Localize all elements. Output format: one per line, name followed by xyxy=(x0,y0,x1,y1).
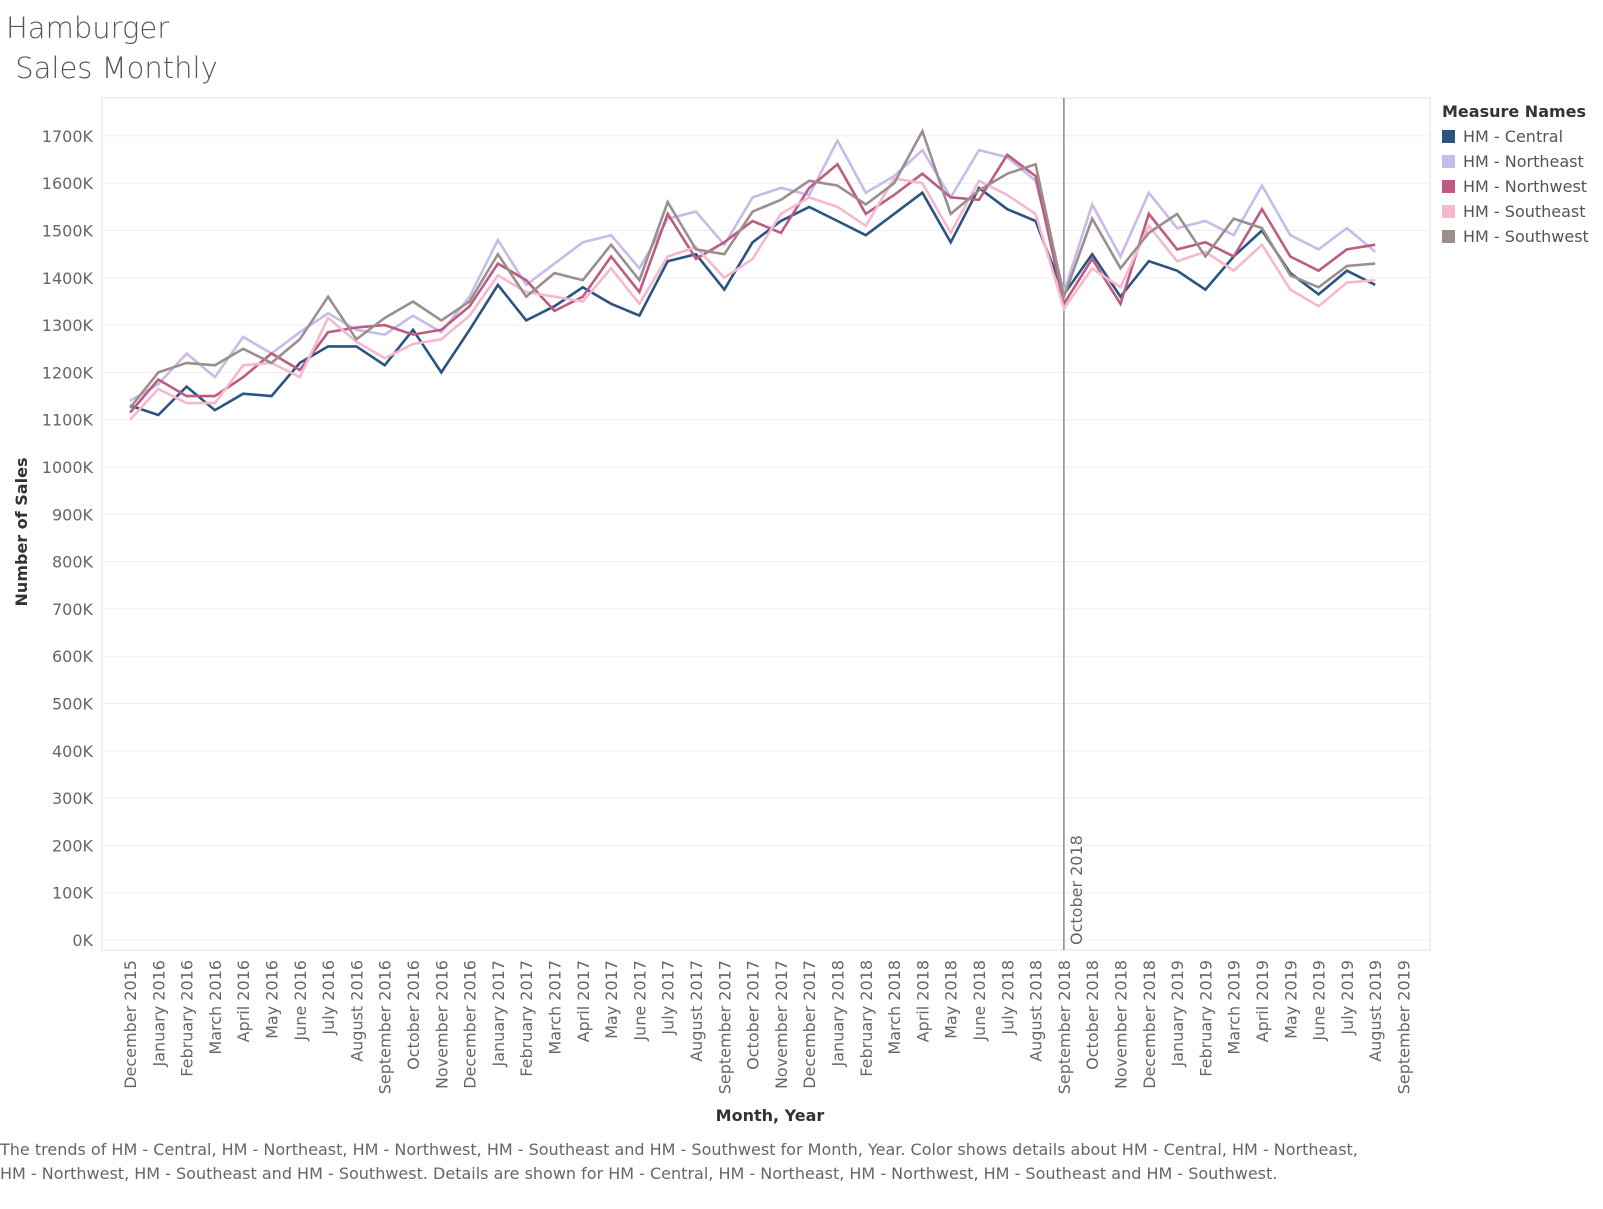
x-tick-label: September 2019 xyxy=(1395,960,1414,1094)
x-tick-label: July 2019 xyxy=(1338,960,1357,1036)
legend-label: HM - Northeast xyxy=(1463,152,1584,171)
y-tick-label: 900K xyxy=(52,505,94,524)
legend-item: HM - Central xyxy=(1442,124,1589,149)
x-tick-label: August 2016 xyxy=(347,960,366,1062)
x-tick-label: December 2017 xyxy=(800,960,819,1089)
x-tick-label: August 2018 xyxy=(1027,960,1046,1062)
series-line-hm-northwest xyxy=(129,152,1376,414)
y-tick-label: 700K xyxy=(52,600,94,619)
legend-swatch xyxy=(1442,130,1455,143)
legend-item: HM - Southeast xyxy=(1442,199,1589,224)
y-tick-label: 400K xyxy=(52,742,94,761)
series-lines xyxy=(128,127,1377,421)
x-tick-label: April 2017 xyxy=(574,960,593,1042)
x-tick-label: December 2018 xyxy=(1140,960,1159,1089)
x-tick-label: January 2019 xyxy=(1168,960,1187,1067)
series-line-hm-southwest xyxy=(128,127,1376,409)
x-tick-label: December 2016 xyxy=(461,960,480,1089)
x-axis-ticks: December 2015 January 2016 February 2016 Ma… xyxy=(121,960,1414,1094)
x-tick-label: March 2017 xyxy=(546,960,565,1055)
x-tick-label: September 2016 xyxy=(376,960,395,1094)
x-tick-label: September 2018 xyxy=(1055,960,1074,1094)
y-axis-ticks: 0K 100K 200K 300K 400K 500K 600K 700K 800K 900K 10… xyxy=(42,127,94,950)
x-tick-label: March 2019 xyxy=(1225,960,1244,1055)
y-tick-label: 200K xyxy=(52,836,94,855)
x-tick-label: July 2018 xyxy=(998,960,1017,1036)
x-tick-label: June 2017 xyxy=(630,960,649,1042)
gridlines xyxy=(101,97,1431,951)
x-tick-label: June 2018 xyxy=(970,960,989,1042)
x-tick-label: May 2017 xyxy=(602,960,621,1039)
x-tick-label: April 2019 xyxy=(1253,960,1272,1042)
legend: Measure Names HM - Central HM - Northeast… xyxy=(1442,102,1589,249)
y-tick-label: 1100K xyxy=(42,411,94,430)
x-tick-label: October 2018 xyxy=(1083,960,1102,1070)
reference-line-label: October 2018 xyxy=(1067,835,1086,945)
legend-swatch xyxy=(1442,180,1455,193)
y-tick-label: 800K xyxy=(52,553,94,572)
x-tick-label: February 2017 xyxy=(517,960,536,1077)
x-tick-label: April 2018 xyxy=(913,960,932,1042)
y-tick-label: 1000K xyxy=(42,458,94,477)
y-tick-label: 1500K xyxy=(42,222,94,241)
x-tick-label: February 2016 xyxy=(178,960,197,1077)
x-tick-label: February 2019 xyxy=(1196,960,1215,1077)
y-tick-label: 100K xyxy=(52,884,94,903)
legend-label: HM - Northwest xyxy=(1463,177,1588,196)
x-tick-label: June 2019 xyxy=(1310,960,1329,1042)
series-line-hm-central xyxy=(129,185,1376,417)
y-tick-label: 1200K xyxy=(42,363,94,382)
y-tick-label: 1700K xyxy=(42,127,94,146)
x-tick-label: November 2016 xyxy=(432,960,451,1089)
legend-label: HM - Southeast xyxy=(1463,202,1586,221)
series-line-hm-southeast xyxy=(129,177,1376,421)
legend-swatch xyxy=(1442,155,1455,168)
x-tick-label: May 2019 xyxy=(1281,960,1300,1039)
x-tick-label: March 2018 xyxy=(885,960,904,1055)
x-tick-label: November 2017 xyxy=(772,960,791,1089)
x-tick-label: August 2017 xyxy=(687,960,706,1062)
x-tick-label: March 2016 xyxy=(206,960,225,1055)
legend-item: HM - Northwest xyxy=(1442,174,1589,199)
chart-title: Hamburger Sales Monthly xyxy=(6,11,218,85)
x-tick-label: May 2016 xyxy=(263,960,282,1039)
legend-item: HM - Southwest xyxy=(1442,224,1589,249)
x-tick-label: December 2015 xyxy=(121,960,140,1089)
x-tick-label: November 2018 xyxy=(1112,960,1131,1089)
y-tick-label: 300K xyxy=(52,789,94,808)
y-tick-label: 500K xyxy=(52,695,94,714)
legend-label: HM - Central xyxy=(1463,127,1564,146)
x-tick-label: January 2018 xyxy=(829,960,848,1067)
x-tick-label: January 2016 xyxy=(149,960,168,1067)
y-tick-label: 0K xyxy=(72,931,93,950)
x-tick-label: August 2019 xyxy=(1366,960,1385,1062)
legend-label: HM - Southwest xyxy=(1463,227,1589,246)
reference-line: October 2018 xyxy=(1063,98,1086,950)
legend-swatch xyxy=(1442,205,1455,218)
x-tick-label: September 2017 xyxy=(715,960,734,1094)
x-tick-label: January 2017 xyxy=(489,960,508,1067)
x-axis-title: Month, Year xyxy=(716,1106,825,1125)
plot-frame xyxy=(101,97,1431,951)
y-axis-title: Number of Sales xyxy=(12,458,31,607)
chart-caption: The trends of HM - Central, HM - Northea… xyxy=(0,1140,1358,1183)
x-tick-label: April 2016 xyxy=(234,960,253,1042)
y-tick-label: 1600K xyxy=(42,174,94,193)
x-tick-label: June 2016 xyxy=(291,960,310,1042)
x-tick-label: July 2016 xyxy=(319,960,338,1036)
x-tick-label: October 2016 xyxy=(404,960,423,1070)
series-line-hm-northeast xyxy=(129,137,1377,402)
x-tick-label: October 2017 xyxy=(744,960,763,1070)
x-tick-label: July 2017 xyxy=(659,960,678,1036)
y-tick-label: 1400K xyxy=(42,269,94,288)
line-chart: 0K 100K 200K 300K 400K 500K 600K 700K 800K 900K 10… xyxy=(12,97,1431,1125)
y-tick-label: 1300K xyxy=(42,316,94,335)
legend-swatch xyxy=(1442,230,1455,243)
legend-title: Measure Names xyxy=(1442,102,1587,121)
y-tick-label: 600K xyxy=(52,647,94,666)
legend-item: HM - Northeast xyxy=(1442,149,1589,174)
x-tick-label: February 2018 xyxy=(857,960,876,1077)
x-tick-label: May 2018 xyxy=(942,960,961,1039)
